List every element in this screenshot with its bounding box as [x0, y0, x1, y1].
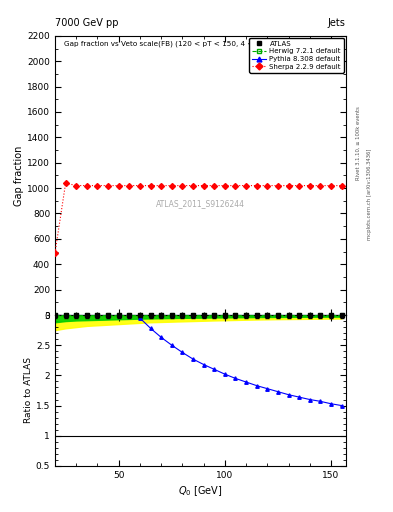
Y-axis label: Gap fraction: Gap fraction — [15, 145, 24, 206]
Text: Jets: Jets — [328, 18, 346, 28]
X-axis label: $Q_0$ [GeV]: $Q_0$ [GeV] — [178, 484, 223, 498]
Text: Rivet 3.1.10, ≥ 100k events: Rivet 3.1.10, ≥ 100k events — [356, 106, 361, 180]
Y-axis label: Ratio to ATLAS: Ratio to ATLAS — [24, 357, 33, 423]
Legend: ATLAS, Herwig 7.2.1 default, Pythia 8.308 default, Sherpa 2.2.9 default: ATLAS, Herwig 7.2.1 default, Pythia 8.30… — [249, 38, 344, 73]
Text: ATLAS_2011_S9126244: ATLAS_2011_S9126244 — [156, 199, 245, 208]
Text: mcplots.cern.ch [arXiv:1306.3436]: mcplots.cern.ch [arXiv:1306.3436] — [367, 149, 373, 240]
Text: Gap fraction vs Veto scale(FB) (120 < pT < 150, 4 <Δy < 5): Gap fraction vs Veto scale(FB) (120 < pT… — [64, 40, 281, 47]
Text: 7000 GeV pp: 7000 GeV pp — [55, 18, 119, 28]
